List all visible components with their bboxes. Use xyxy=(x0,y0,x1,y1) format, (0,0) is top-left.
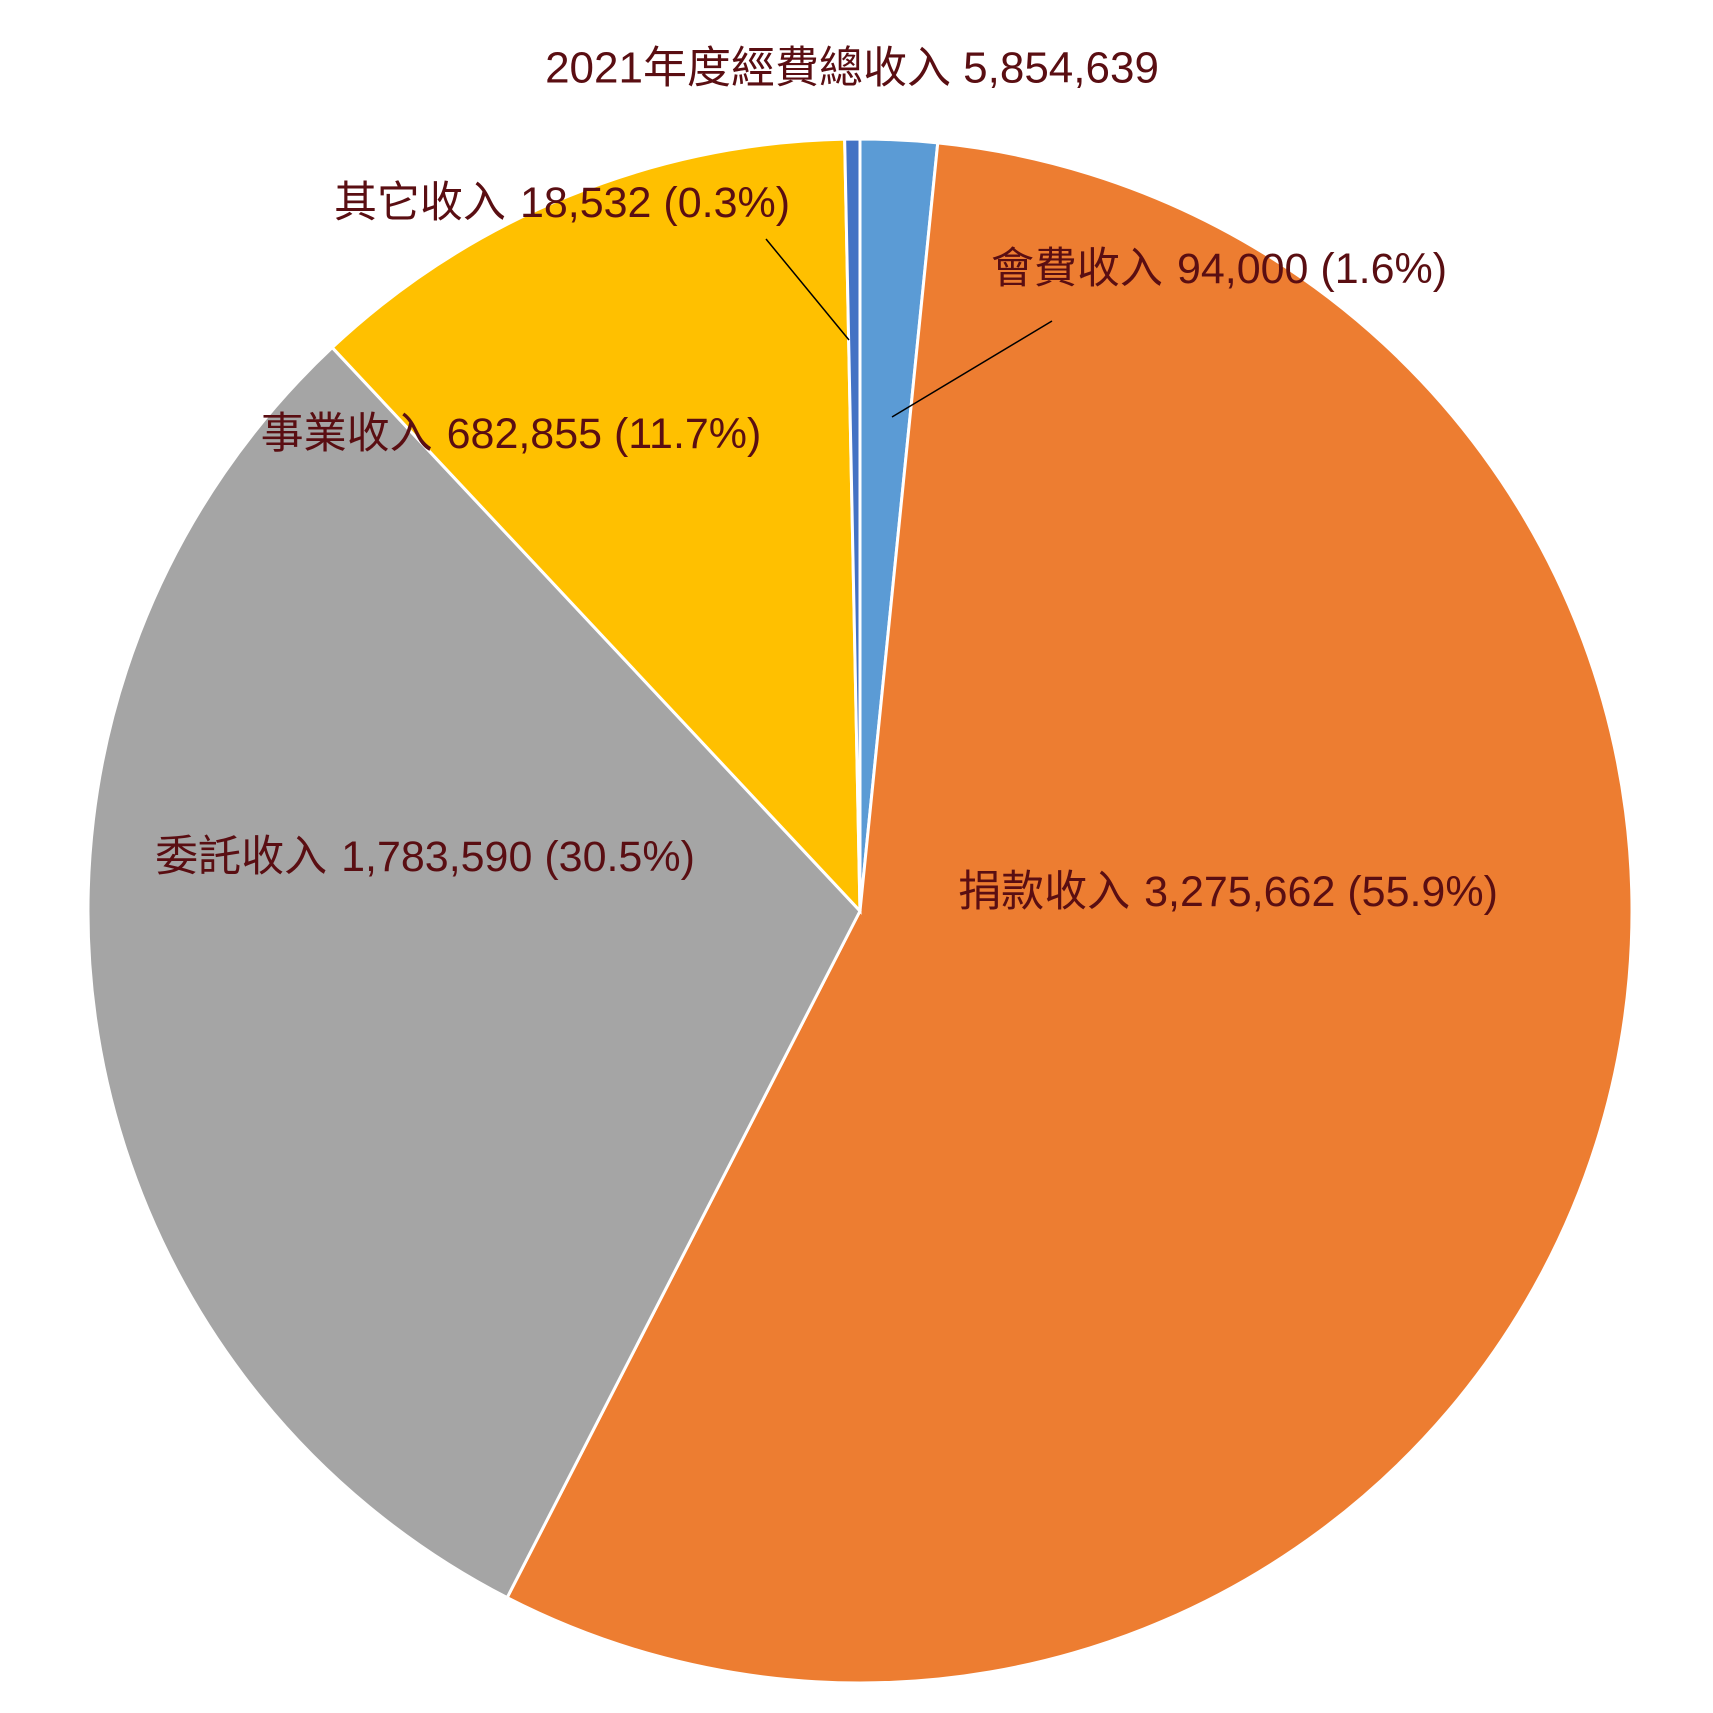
category-name: 會費收入 xyxy=(991,245,1163,293)
pie-slice xyxy=(505,141,1634,1685)
category-name: 其它收入 xyxy=(334,179,506,227)
value-label: 94,000 (1.6%) xyxy=(1177,245,1447,293)
value-label: 1,783,590 (30.5%) xyxy=(341,833,695,881)
category-name: 事業收入 xyxy=(261,410,433,458)
pie-slice xyxy=(843,137,862,912)
value-label: 18,532 (0.3%) xyxy=(520,179,790,227)
data-label: 委託收入 1,783,590 (30.5%) xyxy=(155,833,695,881)
labels: 會費收入 94,000 (1.6%) 捐款收入 3,275,662 (55.9%) 委託… xyxy=(155,179,1498,916)
leader-line xyxy=(891,320,1053,418)
value-label: 3,275,662 (55.9%) xyxy=(1144,868,1498,916)
data-label: 會費收入 94,000 (1.6%) xyxy=(991,245,1447,293)
pie xyxy=(86,137,1634,1685)
category-name: 委託收入 xyxy=(155,833,327,881)
pie-slice xyxy=(330,137,862,915)
data-label: 事業收入 682,855 (11.7%) xyxy=(261,410,762,458)
value-label: 682,855 (11.7%) xyxy=(447,410,762,458)
chart-title: 2021年度經費總收入 5,854,639 xyxy=(545,44,1159,93)
data-label: 其它收入 18,532 (0.3%) xyxy=(334,179,790,227)
pie-slice xyxy=(86,345,862,1600)
data-label: 捐款收入 3,275,662 (55.9%) xyxy=(958,868,1498,916)
category-name: 捐款收入 xyxy=(958,868,1130,916)
leader-line xyxy=(765,238,850,341)
